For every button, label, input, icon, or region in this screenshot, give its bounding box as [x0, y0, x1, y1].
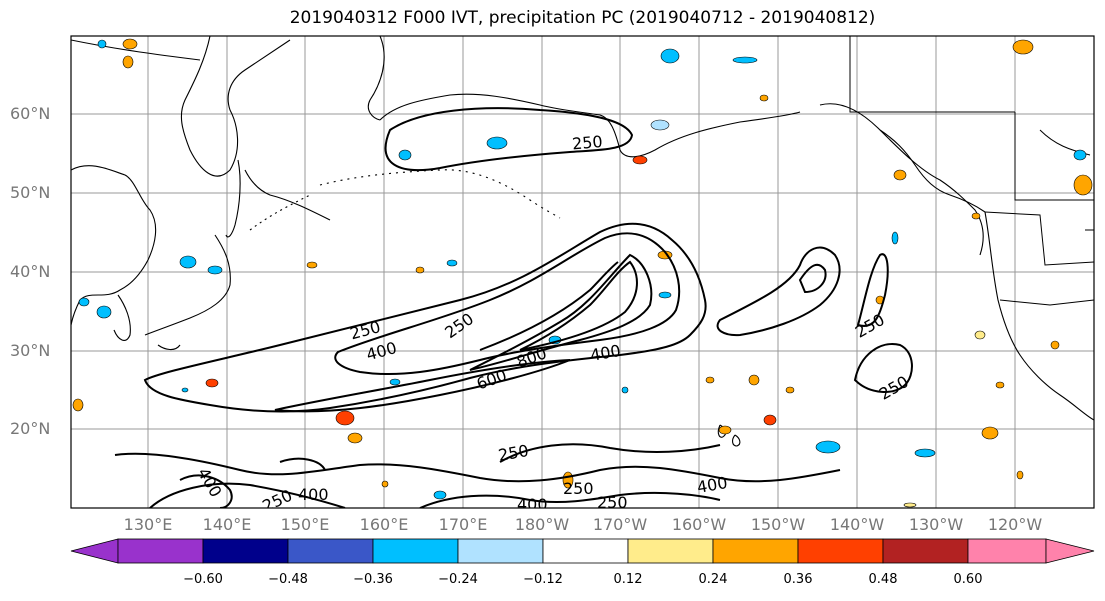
ivt-contours — [114, 107, 913, 508]
coastlines — [71, 36, 1094, 447]
lon-tick-label: 130°W — [908, 515, 964, 534]
colorbar-swatch — [797, 538, 884, 564]
colorbar-tick-label: 0.60 — [953, 572, 983, 587]
lat-tick-label: 40°N — [10, 262, 51, 281]
colorbar-arrow-left — [70, 538, 119, 564]
colorbar-swatch — [372, 538, 459, 564]
lon-tick-label: 160°E — [359, 515, 409, 534]
colorbar-swatch — [882, 538, 969, 564]
map-title: 2019040312 F000 IVT, precipitation PC (2… — [289, 8, 876, 28]
colorbar-tick-label: −0.24 — [438, 572, 478, 587]
contour-label: 400 — [298, 485, 329, 504]
lon-tick-label: 150°W — [750, 515, 806, 534]
colorbar-tick-label: 0.48 — [868, 572, 898, 587]
colorbar-tick-label: −0.12 — [523, 572, 563, 587]
lat-tick-label: 20°N — [10, 419, 51, 438]
lon-tick-label: 180°W — [514, 515, 570, 534]
colorbar-swatch — [457, 538, 544, 564]
colorbar-swatch — [287, 538, 374, 564]
contour-label: 250 — [571, 132, 603, 154]
colorbar-tick-label: −0.60 — [183, 572, 223, 587]
colorbar-swatch — [712, 538, 799, 564]
colorbar-swatch — [117, 538, 204, 564]
lon-tick-label: 150°E — [280, 515, 330, 534]
contour-label: 400 — [517, 495, 548, 514]
lon-tick-label: 120°W — [987, 515, 1043, 534]
lat-tick-label: 60°N — [10, 104, 51, 123]
colorbar-tick-label: −0.36 — [353, 572, 393, 587]
lat-tick-label: 50°N — [10, 183, 51, 202]
colorbar-swatch — [202, 538, 289, 564]
precip-shading — [72, 38, 1093, 508]
borders — [849, 36, 1094, 306]
colorbar — [70, 538, 1095, 564]
map-frame — [70, 35, 1095, 509]
colorbar-swatch — [627, 538, 714, 564]
lon-tick-label: 140°W — [829, 515, 885, 534]
colorbar-swatch — [967, 538, 1047, 564]
colorbar-tick-label: 0.12 — [613, 572, 643, 587]
lat-tick-label: 30°N — [10, 341, 51, 360]
lon-tick-label: 130°E — [123, 515, 173, 534]
colorbar-tick-label: 0.24 — [698, 572, 728, 587]
colorbar-arrow-right — [1045, 538, 1095, 564]
lon-tick-label: 170°W — [592, 515, 648, 534]
lon-tick-label: 140°E — [202, 515, 252, 534]
colorbar-swatch — [542, 538, 629, 564]
colorbar-tick-label: −0.48 — [268, 572, 308, 587]
lon-tick-label: 160°W — [671, 515, 727, 534]
colorbar-tick-label: 0.36 — [783, 572, 813, 587]
lon-tick-label: 170°E — [438, 515, 488, 534]
contour-label: 250 — [597, 493, 628, 512]
contour-label: 250 — [563, 479, 594, 498]
